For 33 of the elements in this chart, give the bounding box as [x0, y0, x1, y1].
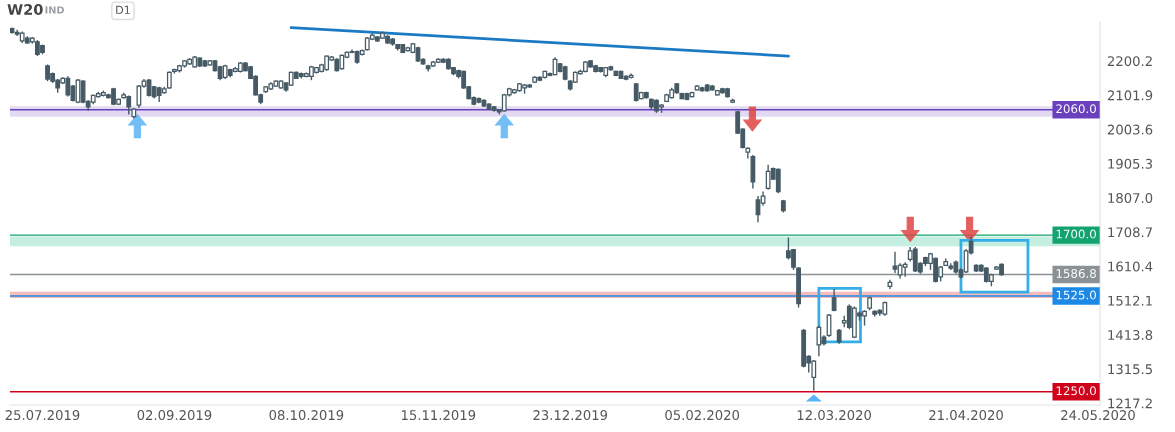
ref-line-label: 1586.8 [1056, 269, 1096, 278]
x-tick-label: 05.02.2020 [665, 410, 740, 421]
candlestick [892, 251, 898, 274]
y-tick-label: 1315.5 [1108, 364, 1152, 375]
candlestick [136, 84, 142, 109]
x-tick-label: 02.09.2019 [137, 410, 212, 421]
y-tick-label: 1807.0 [1108, 193, 1153, 204]
y-tick-label: 1217.2 [1108, 398, 1152, 409]
x-tick-label: 08.10.2019 [269, 410, 344, 421]
x-tick-label: 23.12.2019 [533, 410, 608, 421]
y-tick-label: 1905.3 [1108, 158, 1153, 169]
ref-line-label: 2060.0 [1056, 104, 1096, 114]
y-tick-label: 1512.1 [1108, 295, 1152, 306]
ref-line-label: 1250.0 [1056, 386, 1096, 396]
ref-line-label: 1525.0 [1056, 290, 1096, 300]
candlestick [775, 167, 781, 195]
y-tick-label: 1610.4 [1108, 261, 1153, 272]
candlestick [902, 261, 908, 278]
x-tick-label: 12.03.2020 [797, 410, 871, 421]
x-tick-label: 24.05.2020 [1061, 410, 1135, 421]
y-tick-label: 2003.6 [1107, 124, 1153, 135]
chart-subtitle: IND [45, 6, 64, 14]
y-tick-label: 2200.2 [1107, 56, 1152, 67]
ref-line-label: 1700.0 [1056, 229, 1096, 239]
text: D1 [116, 5, 130, 14]
y-tick-label: 1708.7 [1108, 227, 1152, 238]
y-tick-label: 1413.8 [1108, 329, 1153, 340]
chart-title: W20 [7, 4, 43, 16]
x-tick-label: 15.11.2019 [401, 410, 476, 421]
x-tick-label: 25.07.2019 [5, 410, 80, 421]
candlestick [816, 324, 822, 357]
x-tick-label: 21.04.2020 [929, 410, 1003, 421]
y-tick-label: 2101.9 [1107, 90, 1153, 101]
